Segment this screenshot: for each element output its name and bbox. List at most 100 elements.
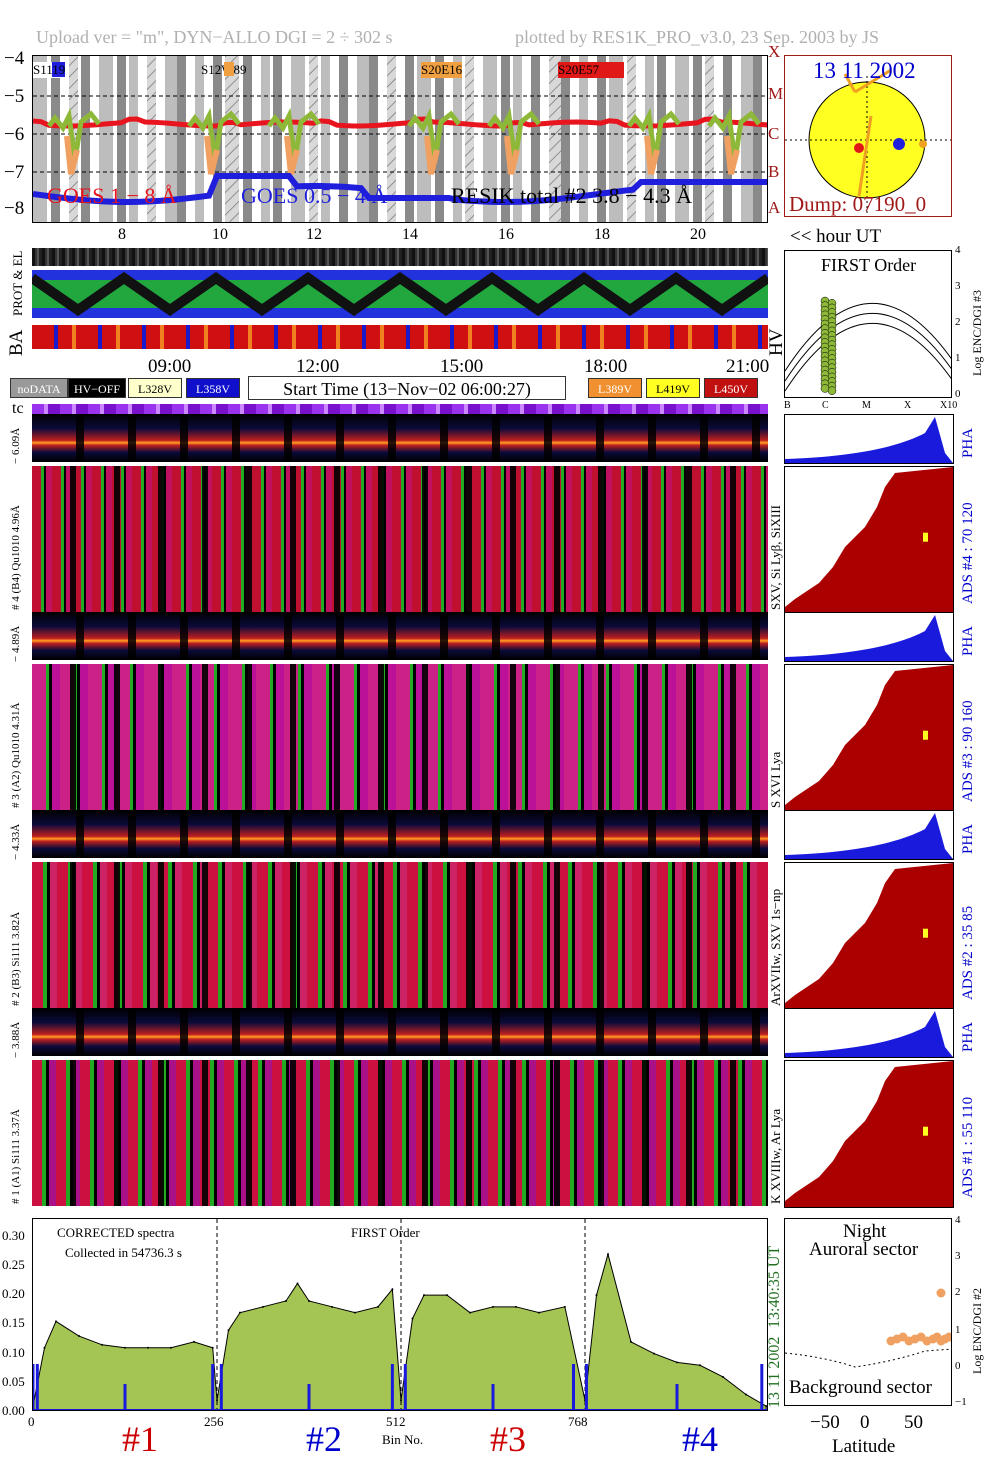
ba-label: BA — [6, 329, 27, 356]
region-s11: S1119 — [33, 62, 66, 78]
spectrum-point — [411, 1317, 414, 1320]
pha-histogram-area — [785, 1011, 953, 1057]
spectrum-point — [124, 1346, 126, 1349]
fo-xtick: B — [784, 400, 791, 411]
ba-strip — [32, 325, 768, 349]
goes-band — [387, 56, 396, 222]
spectrum-point — [653, 1352, 655, 1355]
channel-name-label: # 3 (A2) Qu1010 4.31Å — [10, 702, 22, 808]
pha-histogram-area — [785, 417, 953, 463]
prot-strip — [32, 270, 768, 318]
first-order-ylabel: Log ENC/DGI #3 — [970, 290, 984, 376]
resik-curve-segment — [187, 107, 241, 161]
lat-title2: Auroral sector — [809, 1239, 919, 1260]
goes-ytick: −4 — [4, 48, 25, 69]
section-2: #2 — [306, 1419, 342, 1459]
pha-wavelength-label: − 4.89Å — [10, 625, 22, 662]
sun-disk — [785, 68, 951, 216]
latitude-panel: Night Auroral sector Background sector — [784, 1218, 952, 1406]
hour-tick: 14 — [402, 226, 418, 243]
spec-ytick: 0.00 — [2, 1403, 25, 1418]
fo-ytick: 1 — [955, 352, 961, 364]
lat-xtick: 0 — [860, 1412, 870, 1433]
goes-band — [339, 56, 348, 222]
ads-histogram — [784, 862, 954, 1010]
ads-marker — [923, 928, 928, 938]
legend-nodata: noDATA — [10, 378, 68, 398]
spec-ytick: 0.30 — [2, 1227, 25, 1243]
spectrum-panel: CORRECTED spectra Collected in 54736.3 s… — [32, 1218, 768, 1411]
spectrum-point — [354, 1311, 356, 1314]
sun-dump: Dump: 07190_0 — [789, 192, 927, 216]
goes-band — [405, 56, 414, 222]
goes-band — [309, 56, 318, 222]
goes-band — [753, 56, 762, 222]
spectrum-point — [296, 1282, 299, 1285]
ads-label: ADS #4 : 70 120 — [960, 502, 976, 604]
spec-xtick: 256 — [204, 1414, 224, 1429]
emission-line-label: ArXVIIw, SXV 1s−np — [768, 888, 783, 1006]
goes-band — [243, 56, 252, 222]
el-strip — [32, 248, 768, 266]
channel-name-label: # 2 (B3) Si111 3.82Å — [10, 911, 22, 1006]
tc-label: tc — [12, 400, 24, 417]
spectrum-note2: Collected in 54736.3 s — [65, 1245, 182, 1260]
spectrum-point — [446, 1294, 448, 1297]
pha-gaps — [32, 1008, 768, 1056]
hour-tick: 10 — [212, 226, 228, 243]
spectrum-point — [492, 1305, 494, 1308]
fo-ytick: 3 — [955, 280, 961, 292]
spectrum-point — [400, 1399, 402, 1402]
lat-xtick: −50 — [810, 1412, 840, 1433]
goes-band — [81, 56, 90, 222]
hour-tick: 16 — [498, 226, 514, 243]
fo-ytick: 2 — [955, 316, 961, 328]
spectrum-point — [147, 1346, 149, 1349]
goes-band — [417, 56, 431, 222]
pha-histogram — [784, 1008, 954, 1058]
section-4: #4 — [682, 1419, 718, 1459]
pha-label: PHA — [960, 625, 976, 656]
goes-band — [273, 56, 282, 222]
spectrogram-gaps — [32, 1060, 768, 1206]
sun-panel: 13 11 2002 Dump: 07190_0 — [784, 55, 952, 217]
spectrum-point — [101, 1343, 103, 1346]
emission-line-label: SXV, Si Lyβ, SiXIII — [768, 505, 783, 610]
section-1: #1 — [122, 1419, 158, 1459]
spectrum-point — [308, 1299, 310, 1302]
lat-ytick: 1 — [955, 1324, 961, 1336]
pha-label: PHA — [960, 823, 976, 854]
spectrum-note1: CORRECTED spectra — [57, 1225, 175, 1240]
goes-ytick: −7 — [4, 162, 25, 183]
spectrum-note3: FIRST Order — [351, 1225, 420, 1240]
spectrum-point — [699, 1364, 701, 1367]
goes-band — [579, 56, 588, 222]
spectrogram-gaps — [32, 466, 768, 612]
lat-xlabel: Latitude — [832, 1436, 896, 1457]
spec-ytick: 0.05 — [2, 1373, 25, 1389]
first-order-panel: FIRST Order — [784, 250, 952, 398]
spectrum-point — [595, 1294, 598, 1297]
ads-label: ADS #1 : 55 110 — [960, 1096, 976, 1198]
goes-band — [657, 56, 666, 222]
resik-curve-segment — [487, 107, 541, 161]
spectrum-point — [262, 1305, 264, 1308]
latitude-point — [944, 1332, 951, 1342]
goes-band — [609, 56, 623, 222]
goes-band — [531, 56, 540, 222]
first-order-point — [827, 386, 837, 395]
fo-xtick: X10 — [940, 400, 958, 411]
goes-band — [195, 56, 204, 222]
goes-band — [117, 56, 126, 222]
header-right: plotted by RES1K_PRO_v3.0, 23 Sep. 2003 … — [515, 27, 880, 47]
lat-ytick: 3 — [955, 1250, 961, 1262]
spectrum-time: 13:40:35 UT — [766, 1245, 783, 1328]
hour-tick: 8 — [118, 226, 126, 243]
ads-label: ADS #2 : 35 85 — [960, 905, 976, 1000]
spectrum-plot — [33, 1219, 767, 1410]
spec-xtick: 512 — [386, 1414, 406, 1429]
tc-strip — [32, 404, 768, 414]
fo-xtick: X — [904, 400, 912, 411]
spectrum-point — [216, 1399, 218, 1402]
lat-title1: Night — [843, 1221, 887, 1242]
